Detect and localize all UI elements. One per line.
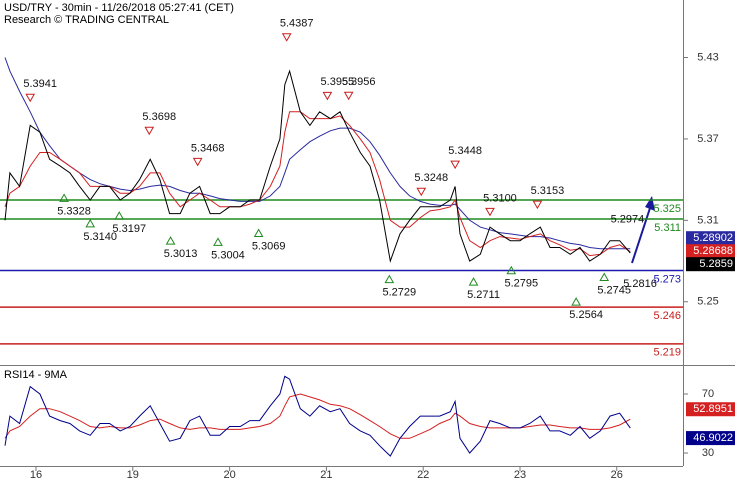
x-tick-label: 21 <box>320 469 332 480</box>
high-marker <box>450 160 461 170</box>
level-label: 5.325 <box>653 203 681 215</box>
low-marker <box>384 274 395 284</box>
y-tick-label: 5.31 <box>697 214 718 226</box>
high-marker <box>343 91 354 101</box>
low-marker <box>253 228 264 238</box>
low-label: 5.2745 <box>597 284 631 296</box>
low-label: 5.3013 <box>164 248 198 260</box>
y-tick-label: 70 <box>702 388 714 400</box>
low-marker <box>85 218 96 228</box>
value-badge-label: 5.2859 <box>699 258 733 270</box>
high-marker <box>416 187 427 197</box>
y-tick-label: 5.37 <box>697 133 718 145</box>
low-label: 5.3197 <box>112 223 146 235</box>
value-badge <box>686 431 735 446</box>
value-badge-label: 5.28688 <box>693 245 733 257</box>
x-tick-label: 16 <box>30 469 42 480</box>
low-label: 5.2729 <box>382 287 416 299</box>
x-tick-label: 22 <box>417 469 429 480</box>
value-badge <box>686 402 735 417</box>
low-marker <box>599 272 610 282</box>
high-marker <box>192 157 203 167</box>
low-label: 5.3328 <box>57 205 91 217</box>
target-label: 5.2816 <box>623 278 657 290</box>
level-label: 5.246 <box>653 310 681 322</box>
high-label: 5.3100 <box>483 192 517 204</box>
value-badge-label: 52.8951 <box>693 403 733 415</box>
high-marker <box>144 126 155 136</box>
low-label: 5.3069 <box>252 240 286 252</box>
level-label: 5.273 <box>653 273 681 285</box>
x-tick-label: 26 <box>611 469 623 480</box>
x-tick-label: 23 <box>514 469 526 480</box>
low-marker <box>506 265 517 275</box>
high-label: 5.3698 <box>142 111 176 123</box>
x-tick-label: 19 <box>127 469 139 480</box>
high-marker <box>281 33 292 42</box>
level-label: 5.219 <box>653 347 681 359</box>
forecast-arrow <box>631 204 652 264</box>
chart-subtitle: Research © TRADING CENTRAL <box>4 14 169 26</box>
y-tick-label: 30 <box>702 447 714 459</box>
value-badge-label: 5.28902 <box>693 232 733 244</box>
high-label: 5.4387 <box>280 18 314 30</box>
high-label: 5.3468 <box>191 142 225 154</box>
high-label: 5.3153 <box>531 185 565 197</box>
level-label: 5.311 <box>654 222 681 234</box>
high-marker <box>485 207 495 217</box>
low-marker <box>213 237 223 246</box>
low-label: 5.2795 <box>504 278 538 290</box>
value-badge <box>686 244 735 259</box>
high-marker <box>532 200 543 210</box>
low-marker <box>571 297 581 306</box>
series-line <box>4 375 631 457</box>
low-marker <box>468 277 479 286</box>
high-marker <box>25 93 36 103</box>
low-marker <box>165 236 176 245</box>
high-label: 5.3941 <box>23 78 57 90</box>
y-tick-label: 5.43 <box>697 51 718 63</box>
high-marker <box>322 91 333 101</box>
y-tick-label: 5.25 <box>697 296 718 308</box>
rsi-title: RSI14 - 9MA <box>4 369 68 381</box>
low-label: 5.3004 <box>211 249 245 261</box>
series-line <box>4 69 631 264</box>
x-tick-label: 20 <box>223 469 235 480</box>
target-label: 5.2974 <box>611 213 645 225</box>
value-badge <box>686 231 735 246</box>
low-label: 5.3140 <box>83 231 117 243</box>
high-label: 5.3448 <box>448 145 482 157</box>
low-marker <box>59 193 69 202</box>
low-label: 5.2711 <box>467 289 500 301</box>
high-label: 5.3248 <box>414 172 448 184</box>
value-badge-label: 46.9022 <box>693 432 733 444</box>
chart-title: USD/TRY - 30min - 11/26/2018 05:27:41 (C… <box>4 2 234 14</box>
high-label: 5.3955 <box>321 76 355 88</box>
value-badge <box>686 257 735 272</box>
low-label: 5.2564 <box>569 309 603 321</box>
high-label: 5.3956 <box>342 76 376 88</box>
low-marker <box>114 211 125 220</box>
